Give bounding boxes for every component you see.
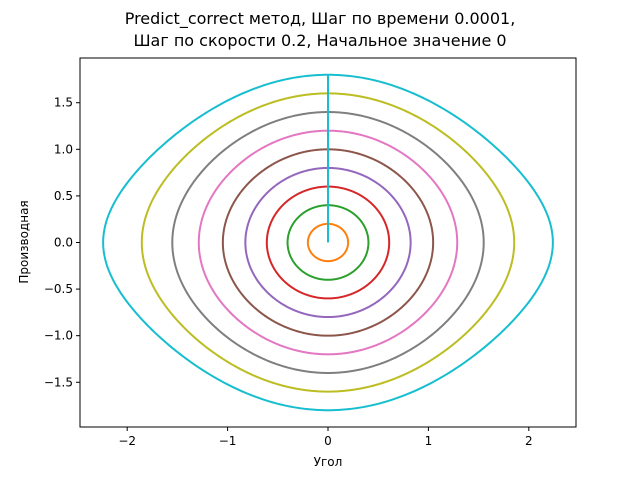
y-tick-label: −1.5 [44,375,73,389]
y-axis-ticks: −1.5 −1.0 −0.5 0.0 0.5 1.0 1.5 [44,96,80,390]
y-axis-label: Производная [17,200,31,283]
y-tick-label: 0.5 [54,189,73,203]
y-tick-label: 1.0 [54,142,73,156]
y-tick-label: 1.5 [54,96,73,110]
x-tick-label: −1 [219,434,237,448]
x-tick-label: 2 [525,434,533,448]
x-axis-label: Угол [314,455,343,469]
x-tick-label: −2 [118,434,136,448]
x-tick-label: 0 [324,434,332,448]
x-axis-ticks: −2 −1 0 1 2 [118,427,532,448]
y-tick-label: −0.5 [44,282,73,296]
chart-title-line-2: Шаг по скорости 0.2, Начальное значение … [133,31,506,50]
phase-curves [103,75,553,410]
x-tick-label: 1 [425,434,433,448]
y-tick-label: 0.0 [54,236,73,250]
y-tick-label: −1.0 [44,329,73,343]
chart-title-line-1: Predict_correct метод, Шаг по времени 0.… [125,9,516,29]
